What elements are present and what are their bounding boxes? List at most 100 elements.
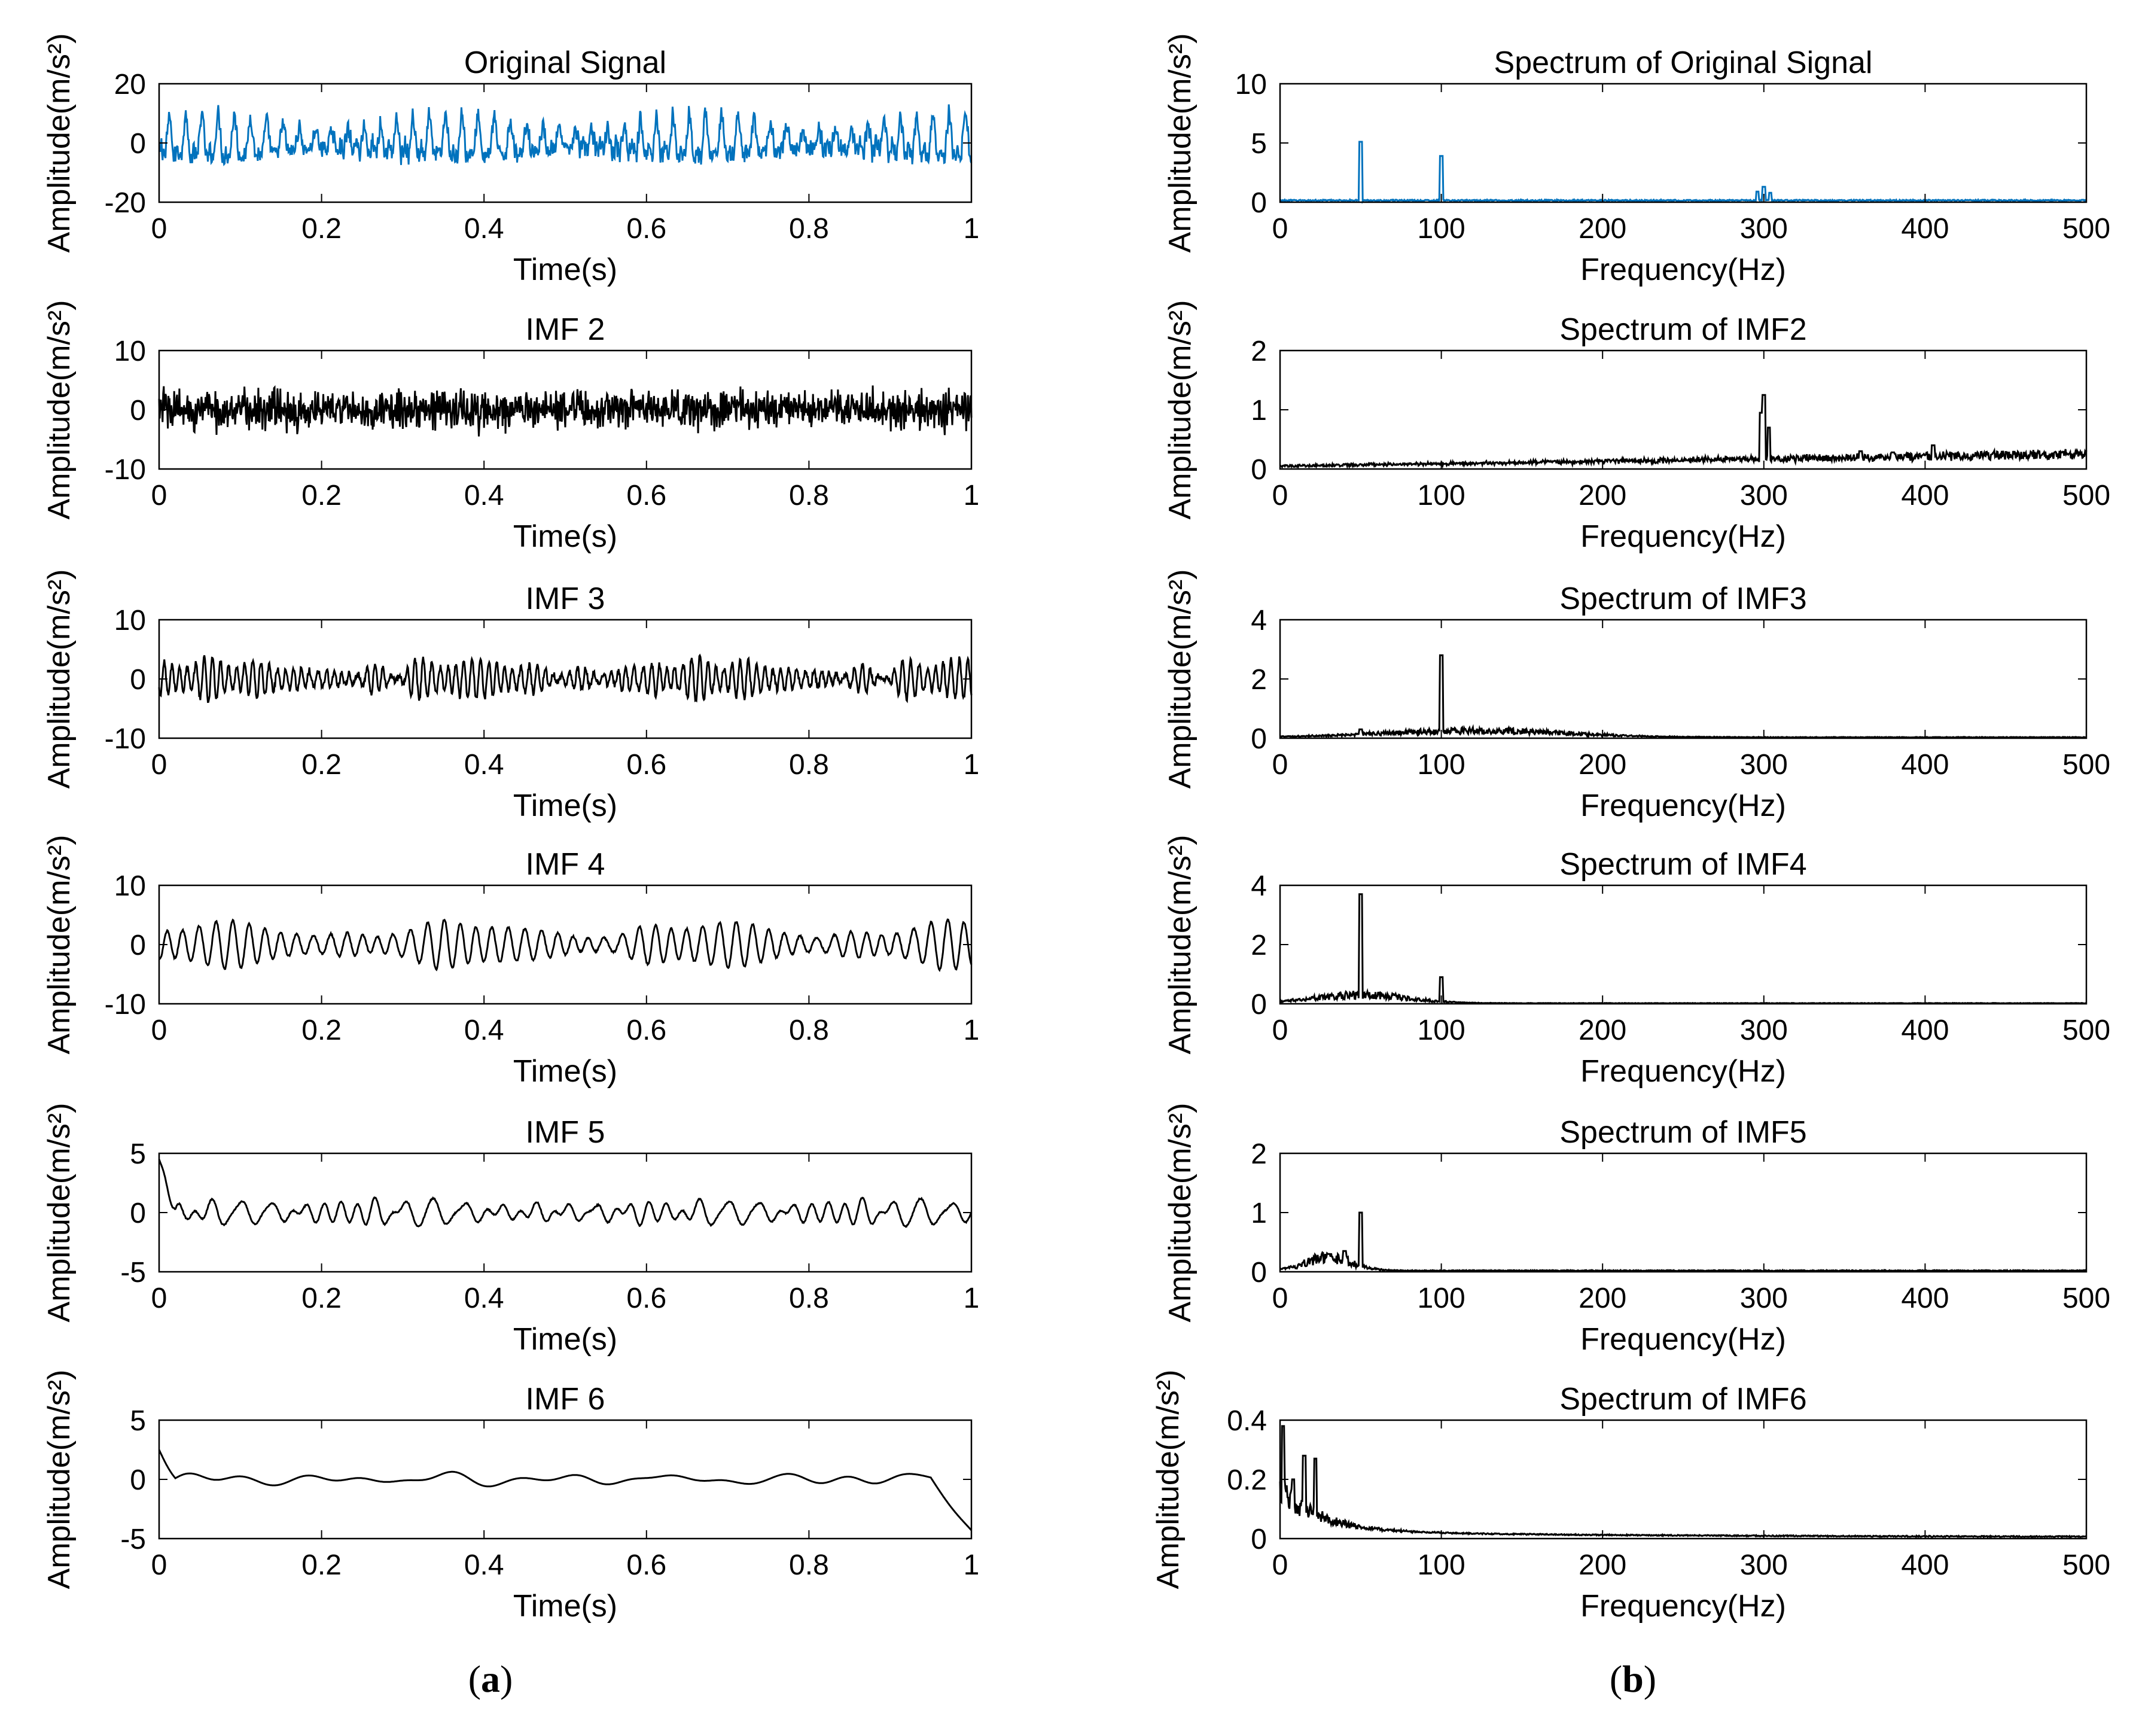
x-tick-label: 0.4	[464, 213, 504, 245]
y-axis-label: Amplitude(m/s²)	[1163, 33, 1198, 253]
x-tick-label: 300	[1740, 1283, 1788, 1314]
y-tick-label: 0.2	[1227, 1464, 1267, 1496]
x-tick-label: 0.6	[626, 749, 666, 781]
x-tick-label: 100	[1418, 1549, 1465, 1581]
x-tick-label: 0.2	[301, 480, 342, 511]
y-tick-label: 2	[1251, 336, 1267, 367]
x-tick-label: 1	[964, 1015, 980, 1046]
y-tick-label: 5	[1251, 128, 1267, 160]
y-tick-label: 0	[1251, 454, 1267, 486]
x-axis-label: Time(s)	[513, 252, 617, 287]
axes-frame	[158, 884, 973, 1005]
subplot-title: Spectrum of IMF4	[1559, 847, 1806, 882]
y-tick-label: -5	[120, 1257, 146, 1289]
x-tick-label: 300	[1740, 1549, 1788, 1581]
x-tick-label: 0.8	[789, 1015, 829, 1046]
subplot-b4: 0 100 200 300 400 500 0 2 4 Spectrum of IMF4 Frequ…	[1163, 835, 2110, 1089]
x-tick-label: 400	[1901, 213, 1949, 245]
x-axis-label: Frequency(Hz)	[1580, 1322, 1786, 1357]
x-axis-label: Time(s)	[513, 519, 617, 554]
axes-frame	[1279, 349, 2088, 470]
x-tick-label: 1	[964, 749, 980, 781]
x-tick-label: 0	[1272, 1015, 1288, 1046]
x-tick-label: 300	[1740, 213, 1788, 245]
series-line-a2	[158, 385, 973, 437]
x-tick-label: 0.2	[301, 1015, 342, 1046]
y-tick-label: 0	[1251, 989, 1267, 1021]
subplot-title: IMF 3	[526, 581, 605, 616]
y-tick-label: 0	[1251, 1257, 1267, 1289]
y-tick-label: 0	[130, 1198, 146, 1229]
series-line-a6	[158, 1449, 973, 1531]
subplot-b3: 0 100 200 300 400 500 0 2 4 Spectrum of IMF3 Frequ…	[1163, 569, 2110, 823]
x-axis-label: Time(s)	[513, 1589, 617, 1624]
subplot-title: Original Signal	[464, 45, 666, 80]
x-tick-label: 0	[1272, 480, 1288, 511]
x-tick-label: 100	[1418, 213, 1465, 245]
axes-frame	[1279, 1152, 2088, 1273]
x-tick-label: 500	[2062, 1283, 2110, 1314]
series-line-b2	[1279, 394, 2088, 470]
x-tick-label: 0.8	[789, 480, 829, 511]
panel-label-b: (b)	[1609, 1658, 1657, 1700]
x-tick-label: 1	[964, 213, 980, 245]
y-axis-label: Amplitude(m/s²)	[42, 1370, 77, 1589]
y-tick-label: -10	[105, 454, 146, 486]
x-tick-label: 0.8	[789, 1549, 829, 1581]
x-tick-label: 0	[151, 213, 167, 245]
y-tick-label: -5	[120, 1524, 146, 1555]
x-axis-label: Time(s)	[513, 788, 617, 823]
x-tick-label: 100	[1418, 480, 1465, 511]
y-tick-label: 0	[1251, 723, 1267, 755]
y-axis-label: Amplitude(m/s²)	[1163, 1103, 1198, 1323]
x-tick-label: 0	[1272, 749, 1288, 781]
y-tick-label: 5	[130, 1405, 146, 1437]
subplot-title: IMF 6	[526, 1382, 605, 1417]
y-tick-label: 0	[130, 1464, 146, 1496]
y-tick-label: 2	[1251, 1138, 1267, 1170]
x-tick-label: 0.6	[626, 480, 666, 511]
x-tick-label: 500	[2062, 1015, 2110, 1046]
x-tick-label: 300	[1740, 480, 1788, 511]
subplot-b6: 0 100 200 300 400 500 0 0.2 0.4 Spectrum of IMF6 F…	[1151, 1370, 2110, 1624]
y-axis-label: Amplitude(m/s²)	[42, 33, 77, 253]
x-tick-label: 200	[1579, 1549, 1626, 1581]
subplot-title: IMF 2	[526, 312, 605, 347]
y-axis-label: Amplitude(m/s²)	[1163, 300, 1198, 520]
panel-label-a: (a)	[468, 1658, 513, 1700]
y-tick-label: 0	[130, 664, 146, 696]
x-tick-label: 200	[1579, 213, 1626, 245]
x-tick-label: 0.6	[626, 1283, 666, 1314]
axes-frame	[1279, 1419, 2088, 1540]
subplot-title: IMF 5	[526, 1115, 605, 1150]
subplot-title: Spectrum of IMF3	[1559, 581, 1806, 616]
subplot-title: Spectrum of IMF2	[1559, 312, 1806, 347]
x-tick-label: 100	[1418, 1283, 1465, 1314]
y-tick-label: -10	[105, 989, 146, 1021]
y-tick-label: 10	[1235, 69, 1267, 100]
subplot-b1: 0 100 200 300 400 500 0 5 10 Spectrum of Original…	[1163, 33, 2110, 287]
y-tick-label: 4	[1251, 870, 1267, 902]
y-axis-label: Amplitude(m/s²)	[42, 569, 77, 789]
x-tick-label: 400	[1901, 1015, 1949, 1046]
subplot-b2: 0 100 200 300 400 500 0 1 2 Spectrum of IMF2 Frequ…	[1163, 300, 2110, 554]
x-tick-label: 0.8	[789, 213, 829, 245]
y-tick-label: 1	[1251, 395, 1267, 427]
subplot-title: Spectrum of Original Signal	[1494, 45, 1873, 80]
x-tick-label: 1	[964, 1549, 980, 1581]
axes-frame	[158, 619, 973, 739]
y-tick-label: 10	[114, 605, 146, 636]
y-tick-label: 2	[1251, 930, 1267, 961]
series-line-b5	[1279, 1211, 2088, 1273]
x-tick-label: 0.8	[789, 749, 829, 781]
x-axis-label: Time(s)	[513, 1322, 617, 1357]
subplot-title: Spectrum of IMF5	[1559, 1115, 1806, 1150]
y-axis-label: Amplitude(m/s²)	[1163, 835, 1198, 1055]
axes-frame	[158, 1419, 973, 1540]
